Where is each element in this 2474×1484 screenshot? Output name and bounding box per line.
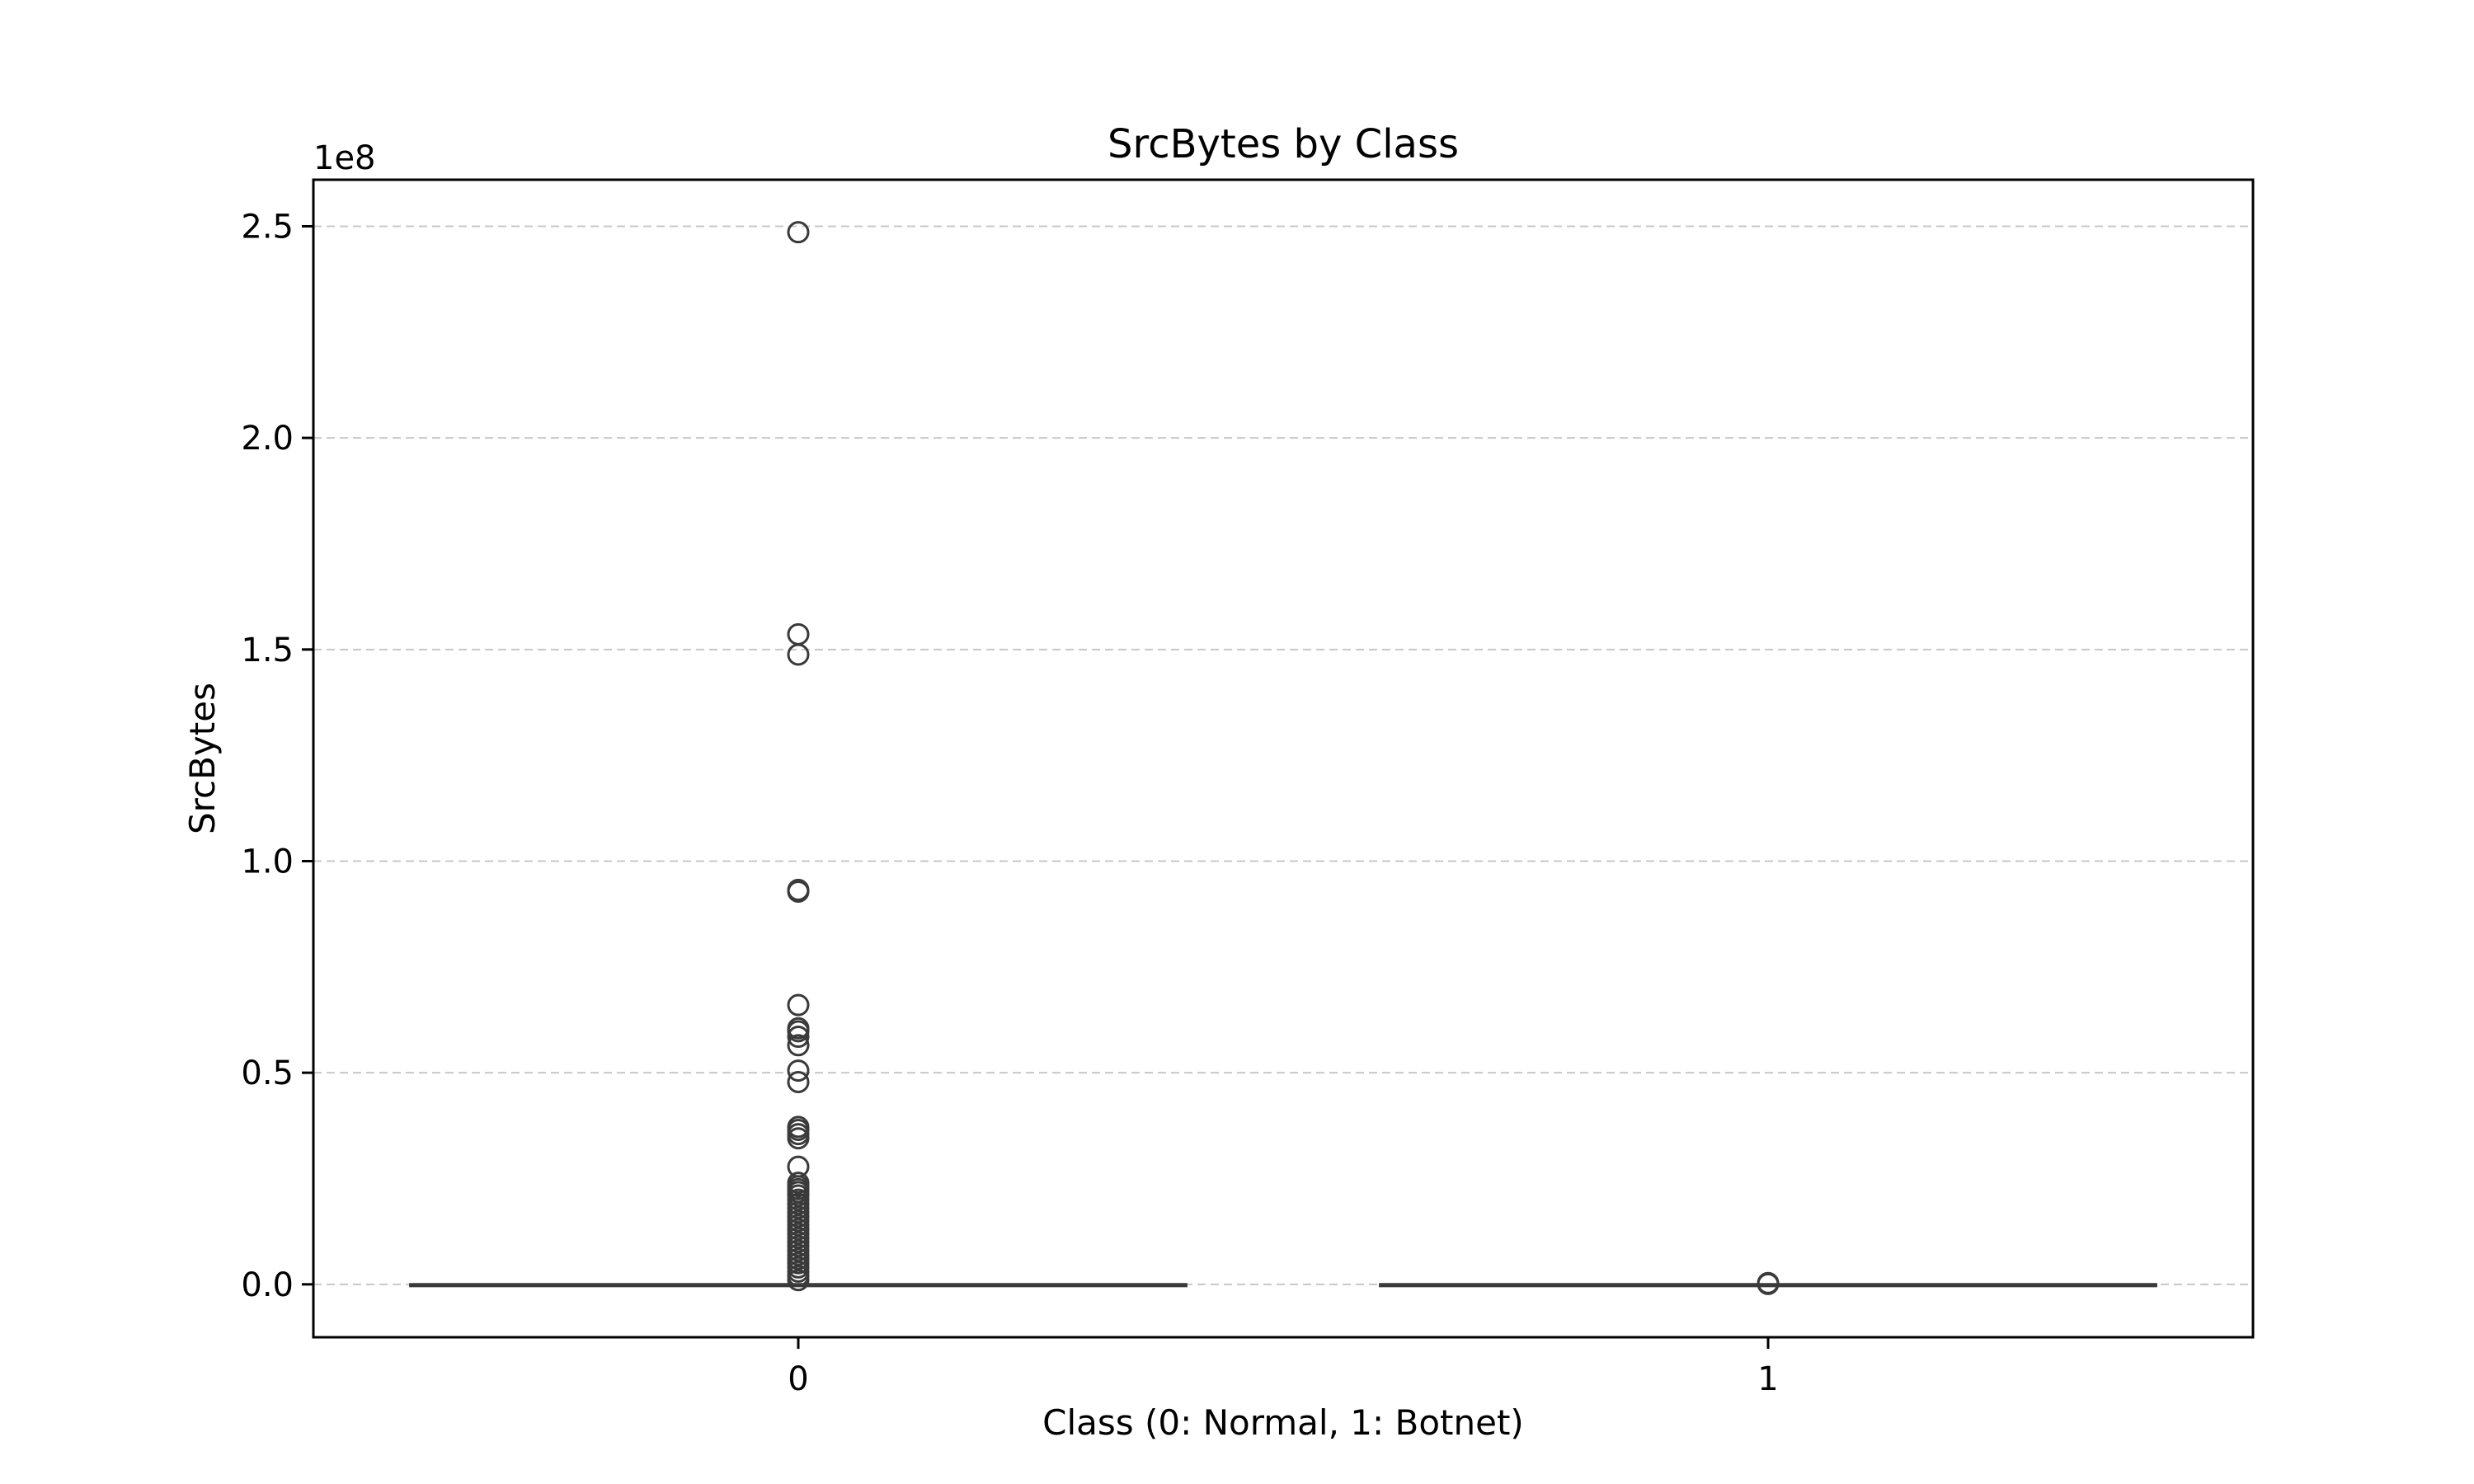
plot-frame (312, 178, 2255, 1339)
outlier-point (787, 993, 810, 1017)
outlier-point (787, 1127, 810, 1150)
y-tick-label: 1.5 (241, 632, 294, 669)
chart-title: SrcBytes by Class (1108, 121, 1459, 167)
outlier-point (787, 1020, 810, 1043)
outlier-point (787, 1034, 810, 1057)
ticks-layer: 0.0 0.5 1.0 1.5 2.0 2.5 0 1 (241, 208, 1778, 1398)
outlier-point (787, 880, 810, 903)
y-tick-label: 0.0 (241, 1266, 294, 1304)
y-tick-label: 2.0 (241, 420, 294, 458)
x-tick-label: 1 (1757, 1360, 1778, 1398)
outlier-point (787, 1059, 810, 1082)
y-tick-label: 1.0 (241, 843, 294, 881)
outlier-point (1757, 1272, 1780, 1295)
outlier-point (787, 1269, 810, 1292)
y-axis-offset-label: 1e8 (313, 139, 376, 177)
outlier-point (787, 1026, 810, 1049)
y-tick-label: 0.5 (241, 1054, 294, 1092)
y-tick-label: 2.5 (241, 208, 294, 246)
x-axis-label: Class (0: Normal, 1: Botnet) (1042, 1402, 1524, 1443)
boxes-layer (409, 221, 2157, 1295)
outlier-point (787, 221, 810, 244)
y-axis-label: SrcBytes (182, 683, 223, 834)
x-tick-label: 0 (788, 1360, 808, 1398)
outlier-point (787, 1070, 810, 1093)
outlier-point (787, 643, 810, 666)
